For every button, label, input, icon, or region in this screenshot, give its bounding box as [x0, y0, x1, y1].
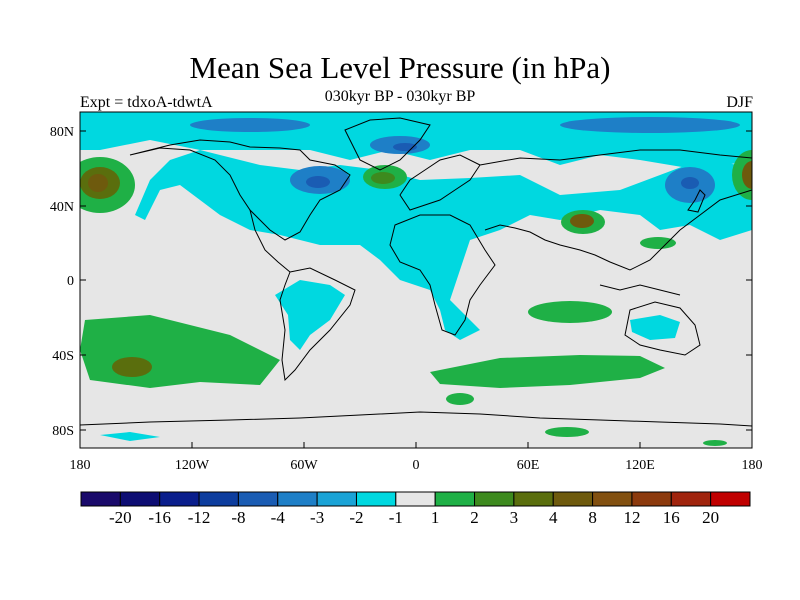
positive-anomaly-regions [80, 150, 752, 446]
greenland-coast [344, 117, 431, 171]
colorbar-label: 8 [588, 508, 597, 527]
map-plot-area [80, 112, 752, 448]
colorbar-swatch [119, 491, 161, 507]
australia-low [630, 315, 680, 340]
colorbar-label: -16 [148, 508, 171, 527]
antarctica-coast [80, 411, 752, 427]
central-america-coast [249, 209, 291, 273]
china-high [640, 237, 676, 249]
japan-coast [687, 189, 706, 213]
south-atlantic-small-high [446, 393, 474, 405]
colorbar-swatch [474, 491, 515, 507]
indian-ocean-high [528, 301, 612, 323]
north-pacific-core-east [742, 161, 752, 189]
arctic-low-west [190, 118, 310, 132]
lon-tick-marks [79, 442, 753, 448]
colorbar-label: -12 [188, 508, 211, 527]
south-america-coast [279, 267, 356, 382]
lat-label: 40S [52, 349, 74, 364]
lat-label: 0 [67, 274, 74, 289]
lon-label: 180 [70, 458, 91, 473]
lon-label: 120E [625, 458, 655, 473]
asia-coast [479, 149, 752, 271]
colorbar-label: -1 [389, 508, 403, 527]
colorbar-swatch [552, 491, 594, 507]
arctic-low-east [560, 117, 740, 133]
colorbar-swatch [80, 491, 121, 507]
colorbar-swatch [631, 491, 672, 507]
colorbar: -20 -16 -12 -8 -4 -3 -2 -1 1 2 3 4 8 12 16 20 [80, 491, 751, 527]
south-america-low [275, 280, 345, 350]
europe-coast [399, 154, 481, 211]
colorbar-swatch [277, 491, 318, 507]
strong-positive-regions [80, 161, 752, 377]
lon-label: 60E [517, 458, 540, 473]
lat-label: 80N [50, 125, 74, 140]
map-subtitle: 030kyr BP - 030kyr BP [324, 88, 476, 105]
colorbar-swatch [710, 491, 751, 507]
colorbar-label: 1 [431, 508, 440, 527]
colorbar-label: 20 [702, 508, 719, 527]
siberia-core [681, 177, 699, 189]
colorbar-swatch [434, 491, 476, 507]
australia-coast [624, 301, 701, 356]
coastlines [80, 117, 752, 427]
indonesia-coast [599, 284, 681, 296]
colorbar-swatch [513, 491, 554, 507]
colorbar-swatch [355, 491, 397, 507]
north-atlantic-eurasia [135, 150, 752, 340]
lat-label: 80S [52, 424, 74, 439]
pacific-low-1 [100, 432, 160, 441]
atlantic-core [371, 172, 395, 184]
lat-tick-marks [80, 130, 752, 431]
colorbar-label: -3 [310, 508, 324, 527]
lat-label: 40N [50, 200, 74, 215]
north-pacific-core-west-2 [88, 174, 108, 192]
colorbar-swatch [237, 491, 279, 507]
antarctic-high [545, 427, 589, 437]
season-label: DJF [726, 94, 753, 111]
north-america-coast [129, 139, 351, 241]
southern-ocean-high [430, 355, 665, 388]
lon-label: 0 [413, 458, 420, 473]
colorbar-swatch [198, 491, 239, 507]
colorbar-swatch [670, 491, 712, 507]
lon-label: 60W [290, 458, 318, 473]
africa-coast [389, 214, 496, 336]
south-pacific-core [112, 357, 152, 377]
colorbar-label: -2 [349, 508, 363, 527]
labrador-core [306, 176, 330, 188]
colorbar-label: 4 [549, 508, 558, 527]
colorbar-label: -8 [231, 508, 245, 527]
antarctic-high-east [703, 440, 727, 446]
colorbar-swatch [316, 491, 357, 507]
colorbar-swatch [395, 491, 436, 507]
colorbar-label: -4 [271, 508, 286, 527]
lon-label: 180 [742, 458, 763, 473]
colorbar-swatch [159, 491, 200, 507]
colorbar-label: 3 [510, 508, 519, 527]
colorbar-label: 16 [663, 508, 680, 527]
colorbar-label: -20 [109, 508, 132, 527]
experiment-label: Expt = tdxoA-tdwtA [80, 94, 213, 111]
colorbar-label: 12 [623, 508, 640, 527]
tibet-core [570, 214, 594, 228]
colorbar-label: 2 [470, 508, 479, 527]
colorbar-swatch [592, 491, 633, 507]
map-title: Mean Sea Level Pressure (in hPa) [189, 50, 611, 85]
lon-label: 120W [175, 458, 210, 473]
